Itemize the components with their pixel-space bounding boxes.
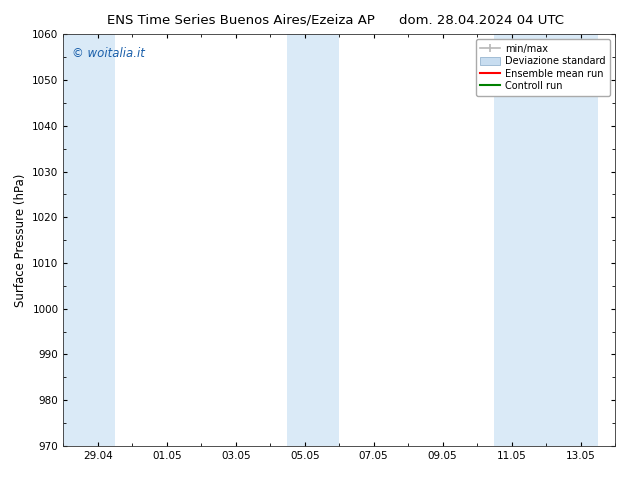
Bar [495,34,598,446]
Y-axis label: Surface Pressure (hPa): Surface Pressure (hPa) [14,173,27,307]
Bar [287,34,339,446]
Legend: min/max, Deviazione standard, Ensemble mean run, Controll run: min/max, Deviazione standard, Ensemble m… [476,39,610,96]
Text: © woitalia.it: © woitalia.it [72,47,145,60]
Text: dom. 28.04.2024 04 UTC: dom. 28.04.2024 04 UTC [399,14,564,27]
Bar [63,34,115,446]
Text: ENS Time Series Buenos Aires/Ezeiza AP: ENS Time Series Buenos Aires/Ezeiza AP [107,14,375,27]
